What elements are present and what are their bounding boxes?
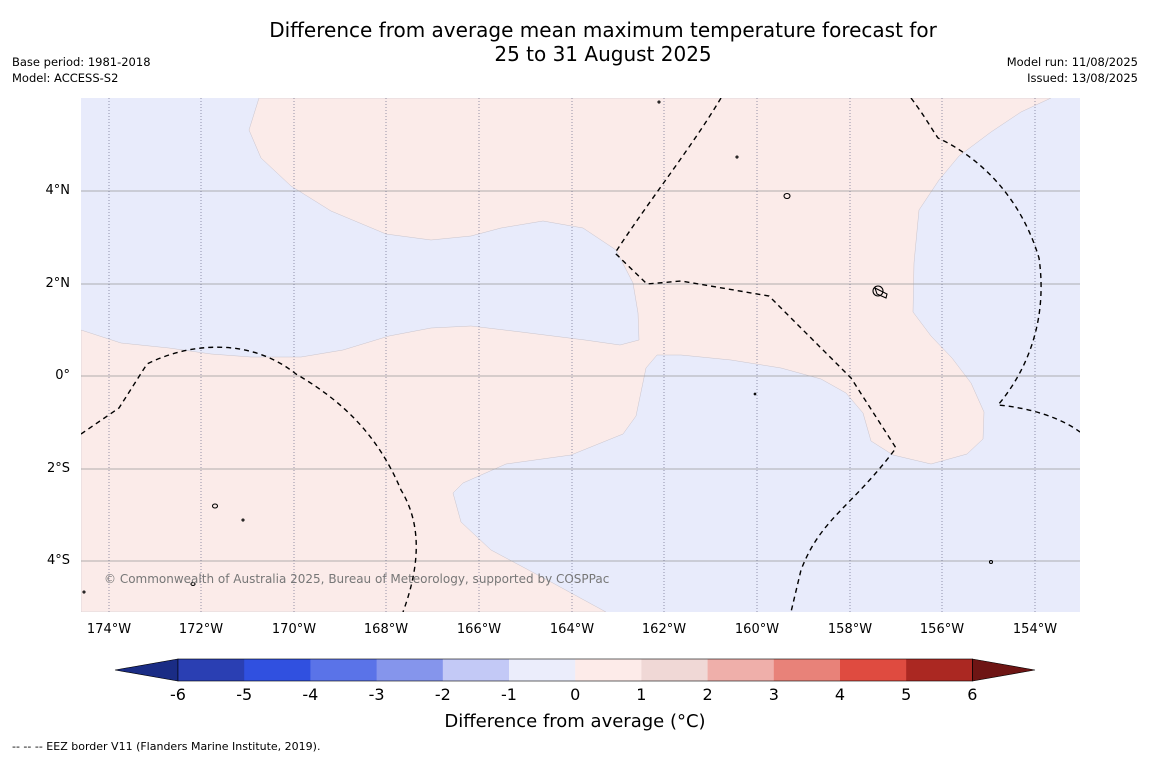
- base-period-text: Base period: 1981-2018: [12, 55, 151, 69]
- colorbar-segment: [641, 659, 709, 681]
- longitude-label: 156°W: [919, 622, 965, 637]
- latitude-label: 4°S: [46, 553, 70, 568]
- meta-right: Model run: 11/08/2025 Issued: 13/08/2025: [1007, 54, 1138, 86]
- island: [753, 392, 757, 396]
- colorbar-tick-label: 5: [901, 685, 912, 704]
- longitude-label: 164°W: [549, 622, 595, 637]
- model-text: Model: ACCESS-S2: [12, 71, 119, 85]
- colorbar-label: Difference from average (°C): [444, 711, 706, 732]
- colorbar-segment: [509, 659, 576, 681]
- island: [657, 100, 661, 104]
- longitude-label: 166°W: [456, 622, 502, 637]
- colorbar-tick-label: -5: [236, 685, 253, 704]
- latitude-label: 2°N: [45, 276, 71, 291]
- longitude-label: 170°W: [271, 622, 317, 637]
- colorbar-frame: [177, 658, 973, 682]
- colorbar-segment: [244, 659, 311, 681]
- meta-left: Base period: 1981-2018 Model: ACCESS-S2: [12, 54, 151, 86]
- colorbar-tick-label: -6: [170, 685, 186, 704]
- colorbar-segment: [178, 659, 245, 681]
- colorbar-segment: [442, 659, 510, 681]
- colorbar-segment: [310, 659, 378, 681]
- eez-border-segment: [81, 346, 417, 612]
- graticule: [81, 98, 1080, 612]
- island: [241, 518, 245, 522]
- eez-border-segment: [614, 98, 897, 612]
- longitude-label: 158°W: [827, 622, 873, 637]
- colorbar-segment: [376, 659, 444, 681]
- map-canvas: [81, 98, 1080, 612]
- eez-border-segment: [910, 98, 1080, 433]
- colorbar-tick-label: 0: [570, 685, 581, 704]
- coastlines: [82, 100, 994, 594]
- colorbar-segment: [840, 659, 907, 681]
- colorbar-segment: [707, 659, 775, 681]
- colorbar-tick-label: -4: [302, 685, 319, 704]
- longitude-label: 154°W: [1012, 622, 1058, 637]
- longitude-label: 160°W: [734, 622, 780, 637]
- longitude-label: 172°W: [178, 622, 224, 637]
- island: [874, 286, 888, 299]
- eez-borders: [81, 98, 1080, 612]
- map-title: Difference from average mean maximum tem…: [269, 18, 937, 66]
- colorbar-segment: [773, 659, 841, 681]
- island: [190, 581, 196, 587]
- island: [211, 503, 219, 509]
- colorbar-tick-label: 1: [636, 685, 647, 704]
- island: [872, 285, 884, 297]
- longitude-label: 162°W: [641, 622, 687, 637]
- colorbar-tick-label: 6: [967, 685, 978, 704]
- island: [988, 559, 994, 565]
- colorbar-tick-label: 4: [834, 685, 846, 704]
- copyright-notice: © Commonwealth of Australia 2025, Bureau…: [104, 572, 610, 586]
- colorbar-tick-label: -1: [501, 685, 517, 704]
- longitude-label: 168°W: [363, 622, 409, 637]
- colorbar-extension-high: [972, 658, 1036, 682]
- model-run-text: Model run: 11/08/2025: [1006, 55, 1138, 69]
- latitude-label: 2°S: [46, 461, 70, 476]
- colorbar-segment: [906, 659, 973, 681]
- issued-text: Issued: 13/08/2025: [1027, 71, 1138, 85]
- island: [735, 155, 739, 159]
- latitude-label: 0°: [55, 368, 70, 383]
- colorbar-tick-label: 3: [768, 685, 779, 704]
- colorbar-tick-label: -2: [434, 685, 451, 704]
- colorbar-extension-low: [114, 658, 179, 682]
- latitude-label: 4°N: [45, 183, 71, 198]
- eez-footnote: -- -- -- EEZ border V11 (Flanders Marine…: [12, 740, 321, 753]
- colorbar-tick-label: 2: [702, 685, 713, 704]
- colorbar-tick-label: -3: [368, 685, 385, 704]
- forecast-map: [81, 98, 1080, 612]
- warm-anomaly-region: [81, 98, 1052, 612]
- longitude-label: 174°W: [86, 622, 132, 637]
- island: [82, 590, 86, 594]
- colorbar-segment: [575, 659, 642, 681]
- island: [783, 192, 791, 200]
